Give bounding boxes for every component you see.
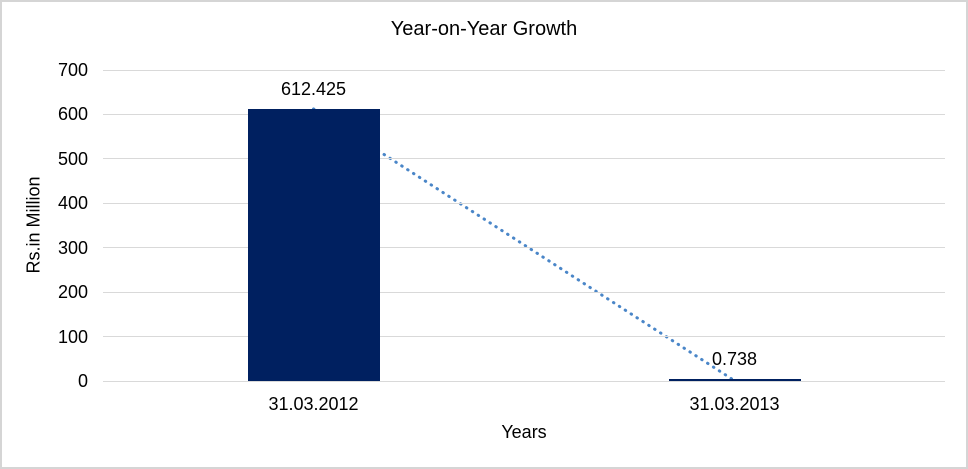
trend-dotted-line: [312, 107, 736, 383]
data-label: 612.425: [280, 78, 347, 99]
x-tick-label: 31.03.2012: [268, 394, 359, 414]
x-axis-title: Years: [501, 422, 547, 442]
y-tick-label: 200: [57, 282, 88, 303]
trendline-svg: [312, 107, 736, 383]
data-label: 0.738: [711, 349, 758, 369]
y-tick-label: 300: [57, 237, 88, 258]
bar-31.03.2012: [247, 108, 380, 381]
x-axis-line: [103, 380, 945, 382]
y-tick-label: 600: [57, 104, 88, 125]
y-tick-label: 700: [57, 60, 88, 80]
y-tick-label: 400: [57, 193, 88, 214]
y-tick-label: 0: [77, 371, 88, 391]
y-tick-label: 100: [57, 326, 88, 347]
x-tick-label: 31.03.2013: [689, 394, 780, 414]
plot-area: 612.425 0.738: [103, 69, 945, 383]
gridline: [103, 291, 945, 293]
chart-title: Year-on-Year Growth: [390, 18, 578, 40]
gridline: [103, 202, 945, 204]
bar-31.03.2013: [668, 379, 801, 381]
gridline: [103, 158, 945, 160]
gridline: [103, 247, 945, 249]
gridline: [103, 113, 945, 115]
y-tick-label: 500: [57, 148, 88, 169]
gridline: [103, 69, 945, 71]
gridline: [103, 336, 945, 338]
